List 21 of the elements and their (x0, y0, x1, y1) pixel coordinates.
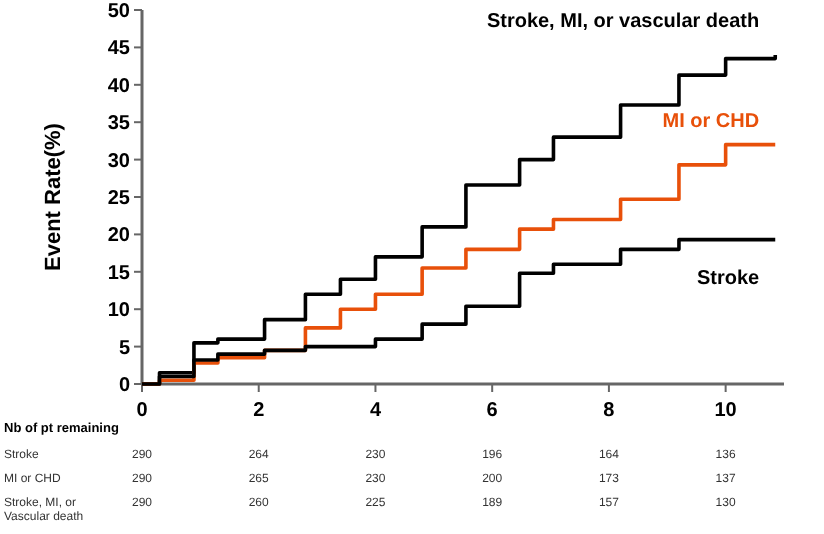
x-tick-label: 0 (136, 400, 149, 422)
x-tick-label: 8 (603, 400, 616, 422)
series-label: MI or CHD (662, 110, 760, 133)
x-tick-label: 6 (486, 400, 499, 422)
x-tick-label: 4 (369, 400, 382, 422)
series-label: Stroke (697, 267, 761, 290)
y-tick-label: 35 (107, 113, 131, 136)
y-tick-label: 50 (107, 1, 131, 23)
x-tick-label: 2 (253, 400, 266, 422)
x-tick-label: 10 (714, 400, 738, 422)
y-tick-label: 25 (107, 188, 131, 210)
y-tick-label: 5 (118, 337, 131, 360)
y-tick-label: 30 (107, 150, 131, 173)
y-tick-label: 45 (107, 38, 131, 61)
y-tick-label: 20 (107, 225, 131, 248)
series-label: Stroke, MI, or vascular death (486, 10, 760, 33)
y-tick-label: 0 (118, 375, 131, 397)
y-tick-label: 40 (107, 75, 131, 98)
y-tick-label: 15 (107, 262, 131, 285)
y-tick-label: 10 (107, 300, 131, 323)
y-axis-title: Event Rate(%) (42, 122, 66, 271)
